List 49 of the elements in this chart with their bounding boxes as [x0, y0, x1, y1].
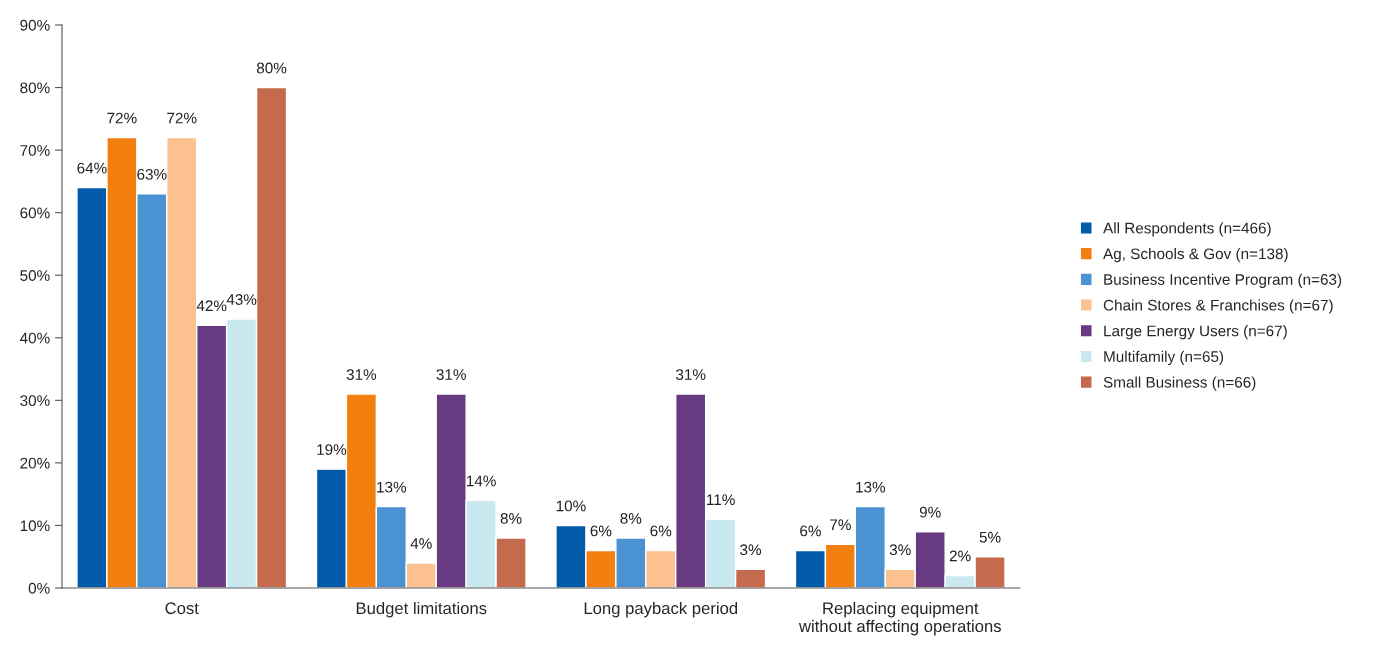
legend-label: All Respondents (n=466) [1103, 222, 1271, 237]
y-tick-label: 40% [19, 332, 50, 344]
y-tick-label: 60% [20, 207, 50, 219]
data-label: 6% [650, 525, 672, 537]
data-label: 43% [226, 294, 257, 305]
data-label: 72% [107, 112, 137, 124]
data-label: 6% [590, 525, 612, 537]
data-label: 42% [196, 300, 227, 312]
legend-label: Large Energy Users (n=67) [1104, 325, 1287, 340]
data-label: 14% [467, 475, 496, 487]
data-label: 31% [436, 369, 466, 380]
data-label: 63% [137, 168, 167, 180]
x-tick-label: Long payback period [584, 601, 738, 618]
x-tick-label: Replacing equipment without affecting operations [798, 601, 1001, 636]
y-tick-label: 30% [20, 395, 50, 407]
data-label: 11% [707, 494, 735, 505]
data-label: 8% [500, 513, 522, 524]
data-label: 8% [620, 513, 642, 524]
data-label: 4% [410, 538, 432, 549]
data-label: 9% [919, 506, 941, 518]
legend-label: Chain Stores & Franchises (n=67) [1103, 299, 1333, 314]
data-label: 7% [830, 519, 851, 531]
data-label: 2% [949, 550, 971, 562]
data-label: 31% [346, 369, 377, 380]
data-label: 10% [556, 500, 586, 512]
data-label: 5% [979, 531, 1001, 543]
y-tick-label: 20% [20, 457, 50, 469]
y-tick-label: 10% [20, 520, 50, 532]
legend-label: Ag, Schools & Gov (n=138) [1103, 247, 1288, 263]
y-tick-label: 90% [20, 19, 50, 31]
y-tick-label: 0% [28, 582, 50, 594]
data-label: 19% [317, 444, 347, 456]
data-label: 64% [77, 162, 107, 174]
data-label: 80% [256, 62, 287, 74]
data-label: 72% [167, 112, 197, 124]
y-tick-label: 70% [20, 144, 50, 156]
data-label: 13% [377, 481, 407, 493]
x-tick-label: Budget limitations [356, 601, 487, 618]
y-tick-label: 50% [20, 270, 50, 281]
legend-label: Business Incentive Program (n=63) [1104, 273, 1342, 288]
legend-label: Multifamily (n=65) [1104, 350, 1224, 366]
data-label: 3% [889, 544, 911, 556]
y-tick-label: 80% [20, 82, 50, 94]
data-label: 31% [675, 369, 706, 380]
data-label: 13% [856, 481, 886, 493]
x-tick-label: Cost [165, 602, 199, 615]
data-label: 3% [740, 544, 762, 556]
legend-label: Small Business (n=66) [1103, 376, 1256, 391]
data-label: 6% [800, 525, 821, 537]
